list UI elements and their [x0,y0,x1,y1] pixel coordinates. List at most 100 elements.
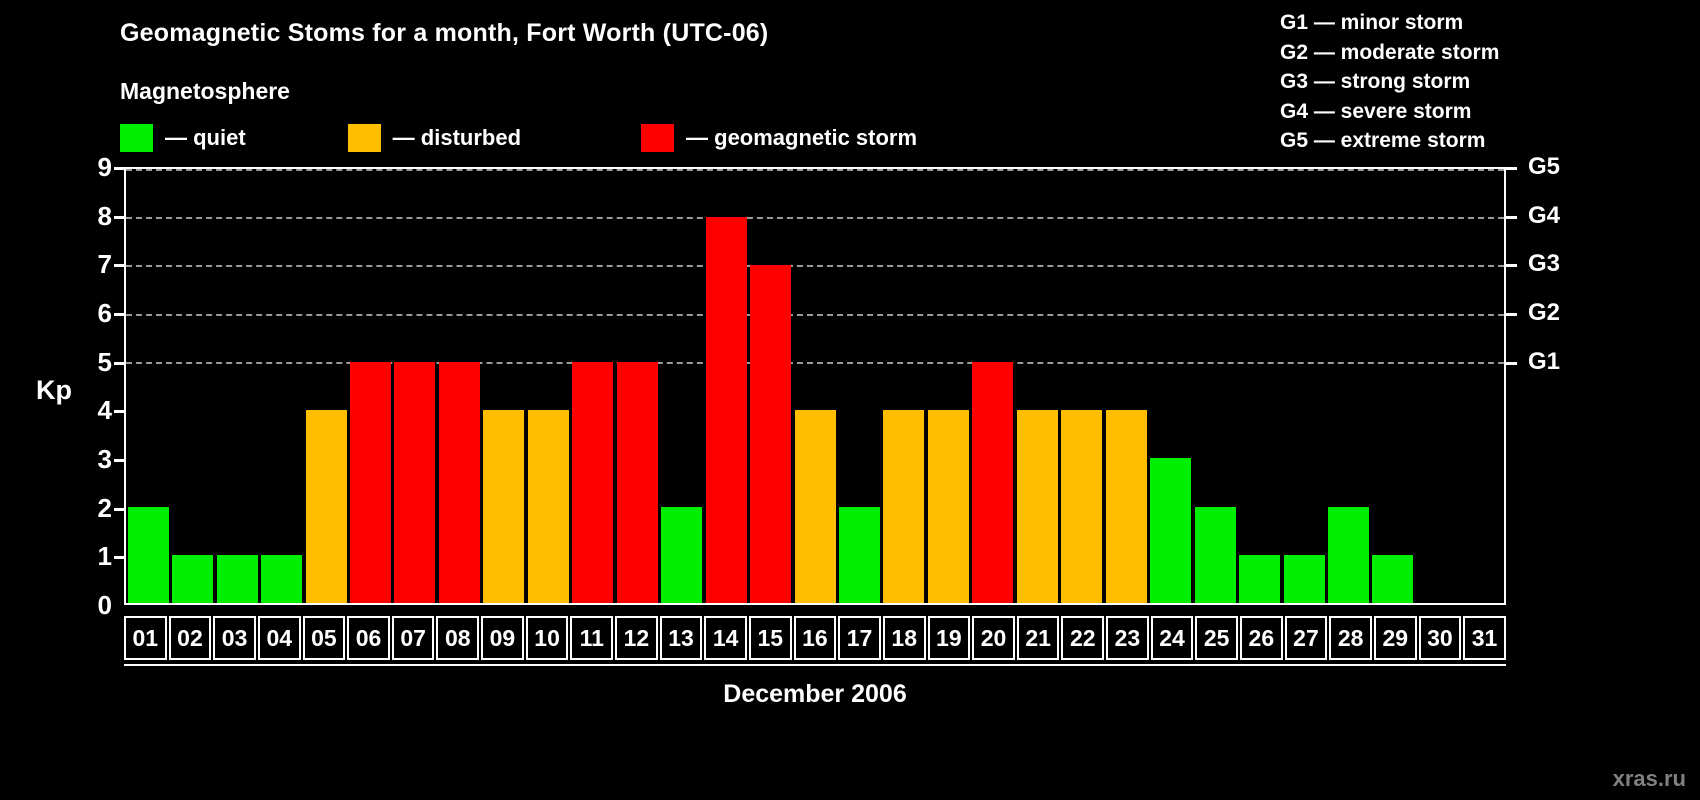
y-tick-mark [114,215,125,219]
bar-day-25[interactable] [1194,506,1236,603]
y-tick-label: 2 [97,492,112,523]
bar-day-16[interactable] [794,410,836,603]
g-tick-label: G4 [1528,201,1561,229]
bar-day-26[interactable] [1239,554,1281,603]
plot-area [126,169,1504,603]
y-tick-label: 6 [97,298,112,328]
day-label-23[interactable]: 23 [1106,616,1149,660]
day-label-28[interactable]: 28 [1329,616,1372,660]
day-label-10[interactable]: 10 [525,616,569,660]
bar-day-24[interactable] [1150,458,1192,603]
day-label-03[interactable]: 03 [213,616,256,660]
page-title: Geomagnetic Stoms for a month, Fort Wort… [120,19,769,47]
day-label-05[interactable]: 05 [302,616,346,660]
day-label-09[interactable]: 09 [481,616,524,660]
day-label-24[interactable]: 24 [1150,616,1194,660]
bar-day-07[interactable] [394,361,436,603]
y-tick-label: 3 [97,444,112,474]
day-label-06[interactable]: 06 [347,616,390,660]
bar-slot [615,169,659,603]
y-tick-label: 8 [97,200,112,231]
bar-day-01[interactable] [127,506,169,603]
bar-day-18[interactable] [883,410,925,603]
bar-day-02[interactable] [172,554,214,603]
legend-item-quiet: — quiet [120,124,246,152]
day-label-11[interactable]: 11 [570,616,614,660]
day-label-21[interactable]: 21 [1016,616,1060,660]
bar-slot [215,169,259,603]
day-label-15[interactable]: 15 [748,616,792,660]
bar-day-14[interactable] [705,217,747,603]
day-label-01[interactable]: 01 [124,616,167,660]
day-label-30[interactable]: 30 [1418,616,1462,660]
gridline [126,265,1504,268]
y-tick-label: 0 [97,590,112,620]
day-label-08[interactable]: 08 [436,616,480,660]
bar-day-20[interactable] [972,361,1014,603]
g-tick-label: G5 [1528,153,1561,180]
day-label-27[interactable]: 27 [1284,616,1328,660]
bar-day-23[interactable] [1105,410,1147,603]
g-tick-label: G3 [1528,250,1561,278]
bar-day-04[interactable] [261,554,303,603]
day-label-29[interactable]: 29 [1373,616,1417,660]
bar-slot [1237,169,1281,603]
bar-slot [526,169,570,603]
day-label-18[interactable]: 18 [882,616,926,660]
bar-day-06[interactable] [349,361,391,603]
bar-slot [437,169,481,603]
bar-slot [1104,169,1148,603]
bar-slot [170,169,214,603]
g-scale-line: G3 — strong storm [1280,70,1471,93]
plot-frame [124,167,1506,605]
gridline [126,313,1504,316]
bar-day-29[interactable] [1372,554,1414,603]
bar-day-22[interactable] [1061,410,1103,603]
y-tick-mark [114,167,125,170]
bar-day-28[interactable] [1327,506,1369,603]
bar-slot [571,169,615,603]
y-tick-mark [114,313,125,316]
bar-day-19[interactable] [927,410,969,603]
bar-day-13[interactable] [661,506,703,603]
bar-slot [1015,169,1059,603]
bar-day-10[interactable] [527,410,569,603]
bar-slot [393,169,437,603]
bar-day-15[interactable] [750,265,792,603]
watermark: xras.ru [1612,766,1686,791]
day-label-14[interactable]: 14 [704,616,747,660]
bar-slot [793,169,837,603]
bar-day-09[interactable] [483,410,525,603]
day-label-20[interactable]: 20 [972,616,1015,660]
bar-slot [348,169,392,603]
g-scale-line: G4 — severe storm [1280,99,1472,123]
day-label-04[interactable]: 04 [257,616,301,660]
bar-day-03[interactable] [216,554,258,603]
bar-day-11[interactable] [572,361,614,603]
bar-day-05[interactable] [305,410,347,603]
day-label-02[interactable]: 02 [168,616,212,660]
day-label-25[interactable]: 25 [1195,616,1239,660]
day-label-22[interactable]: 22 [1061,616,1105,660]
bar-day-21[interactable] [1016,410,1058,603]
bar-slot [926,169,970,603]
day-label-19[interactable]: 19 [927,616,971,660]
legend-item-label: — geomagnetic storm [686,125,918,150]
bar-slot [482,169,526,603]
day-label-12[interactable]: 12 [615,616,658,660]
g-tick-mark [1506,215,1517,219]
day-label-31[interactable]: 31 [1463,616,1506,660]
bar-day-12[interactable] [616,361,658,603]
bar-day-27[interactable] [1283,554,1325,603]
bar-day-17[interactable] [838,506,880,603]
bar-slot [1148,169,1192,603]
y-tick-label: 9 [97,152,112,182]
g-tick-mark [1506,167,1517,170]
day-label-16[interactable]: 16 [793,616,837,660]
day-label-26[interactable]: 26 [1240,616,1283,660]
day-label-13[interactable]: 13 [659,616,703,660]
bar-slot [748,169,792,603]
day-label-07[interactable]: 07 [391,616,435,660]
bar-day-08[interactable] [438,361,480,603]
day-label-17[interactable]: 17 [838,616,881,660]
